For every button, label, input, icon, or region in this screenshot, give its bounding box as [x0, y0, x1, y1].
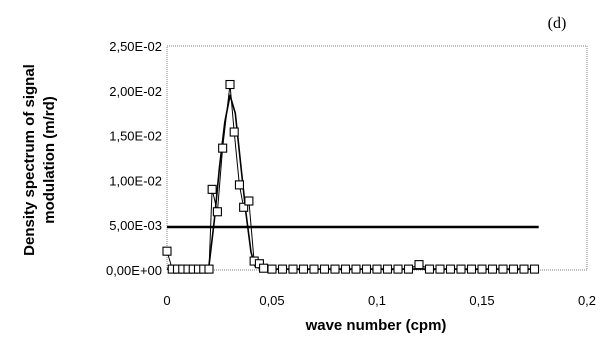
- square-point-21: [277, 264, 288, 274]
- square-point-35: [424, 264, 435, 274]
- square-point-29: [361, 264, 372, 274]
- square-point-36: [435, 264, 445, 274]
- square-point-28: [351, 264, 361, 274]
- square-point-44: [519, 264, 529, 274]
- x-tick-label-2: 0,1: [368, 293, 386, 308]
- y-tick-label-2: 1,00E-02: [109, 173, 162, 188]
- square-point-15: [239, 202, 249, 212]
- square-point-33: [403, 264, 414, 274]
- y-tick-label-4: 2,00E-02: [109, 84, 162, 99]
- y-axis-title: Density spectrum of signal modulation (m…: [21, 64, 58, 256]
- square-point-23: [298, 264, 309, 274]
- square-point-43: [508, 264, 519, 274]
- plot-area: [166, 45, 588, 271]
- square-point-39: [466, 264, 477, 274]
- square-point-30: [372, 264, 382, 274]
- square-point-38: [456, 264, 466, 274]
- square-point-22: [288, 264, 298, 274]
- x-tick-label-1: 0,05: [259, 293, 284, 308]
- square-series-line: [166, 84, 535, 270]
- square-point-34: [414, 260, 424, 270]
- x-tick-label-0: 0: [163, 293, 170, 308]
- square-point-31: [382, 264, 393, 274]
- panel-label: (d): [548, 15, 567, 32]
- square-point-41: [487, 264, 498, 274]
- square-point-25: [319, 264, 330, 274]
- square-point-26: [330, 264, 340, 274]
- square-point-10: [212, 207, 222, 217]
- square-point-0: [162, 246, 172, 256]
- square-point-45: [529, 264, 540, 274]
- square-point-16: [244, 196, 254, 206]
- x-axis-ticks: 0 0,05 0,1 0,15 0,2: [163, 293, 596, 308]
- y-tick-label-1: 5,00E-03: [109, 218, 162, 233]
- square-point-20: [267, 264, 277, 274]
- square-point-24: [309, 264, 319, 274]
- y-axis-title-line-2: modulation (m/rd): [41, 96, 58, 224]
- square-point-13: [229, 127, 239, 137]
- square-point-27: [340, 264, 351, 274]
- square-point-12: [225, 79, 235, 90]
- y-tick-label-5: 2,50E-02: [109, 39, 162, 54]
- square-point-37: [445, 264, 456, 274]
- square-point-42: [498, 264, 508, 274]
- y-tick-label-3: 1,50E-02: [109, 129, 162, 144]
- x-tick-label-4: 0,2: [578, 293, 596, 308]
- x-axis-title: wave number (cpm): [305, 317, 447, 334]
- smooth-curve: [167, 94, 539, 270]
- square-point-19: [259, 263, 269, 273]
- square-point-40: [477, 264, 487, 274]
- y-axis-title-line-1: Density spectrum of signal: [21, 64, 38, 256]
- square-point-14: [234, 180, 244, 190]
- square-point-32: [393, 264, 403, 274]
- square-point-8: [204, 264, 214, 274]
- y-axis-ticks: 0,00E+00 5,00E-03 1,00E-02 1,50E-02 2,00E-02…: [106, 39, 162, 278]
- x-tick-label-3: 0,15: [469, 293, 494, 308]
- data-marks: [162, 79, 540, 274]
- square-point-11: [218, 143, 228, 153]
- y-tick-label-0: 0,00E+00: [106, 263, 162, 278]
- square-point-9: [207, 184, 217, 194]
